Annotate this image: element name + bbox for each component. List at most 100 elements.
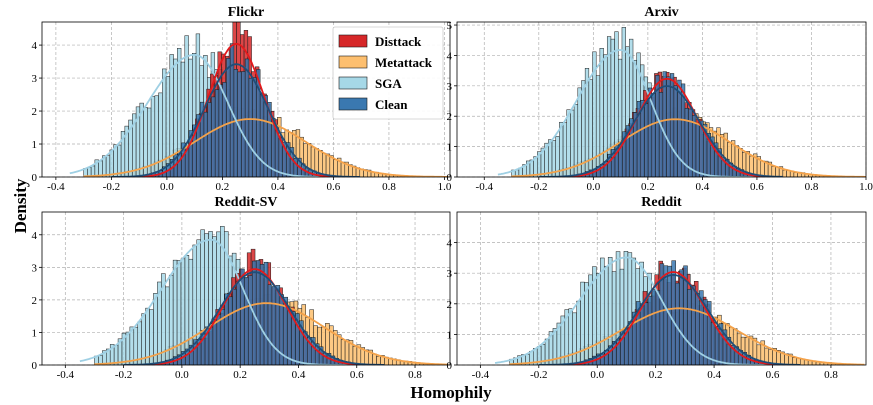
bar-metattack <box>772 166 776 177</box>
bar-clean <box>215 90 219 177</box>
x-tick-label: 0.0 <box>175 369 189 381</box>
bar-clean <box>695 293 699 365</box>
bar-sga <box>117 145 121 177</box>
y-tick-label: 2 <box>32 295 38 307</box>
x-tick-label: 0.4 <box>292 369 306 381</box>
panel-reddit-sv: -0.4 -0.2 0.0 0.2 0.4 0.6 0.801234Reddit-SV <box>32 195 451 381</box>
bar-clean <box>260 93 264 177</box>
bar-sga <box>600 48 604 177</box>
bar-clean <box>237 281 241 365</box>
bar-clean <box>672 261 676 365</box>
bar-clean <box>229 297 233 365</box>
y-axis-label: Density <box>11 178 30 233</box>
bar-sga <box>159 93 163 177</box>
panel-title: Arxiv <box>644 5 678 20</box>
bar-clean <box>248 276 252 365</box>
bar-clean <box>260 264 264 365</box>
x-tick-label: -0.2 <box>530 181 547 193</box>
bar-sga <box>173 260 177 365</box>
bar-clean <box>692 115 696 177</box>
x-tick-label: -0.4 <box>47 181 65 193</box>
x-tick-label: 0.8 <box>805 181 819 193</box>
bar-clean <box>225 294 229 365</box>
plot-area <box>495 251 865 365</box>
y-tick-label: 1 <box>32 327 38 339</box>
x-tick-label: 0.0 <box>590 369 604 381</box>
bar-metattack <box>761 161 765 177</box>
bar-clean <box>213 320 217 365</box>
x-tick-label: -0.4 <box>57 369 75 381</box>
bar-clean <box>674 86 678 177</box>
bar-clean <box>226 58 230 177</box>
bar-clean <box>268 285 272 365</box>
bar-sga <box>596 273 600 365</box>
bar-clean <box>241 71 245 177</box>
panel-title: Flickr <box>228 5 265 20</box>
bar-sga <box>604 55 608 177</box>
bar-metattack <box>341 162 345 177</box>
x-tick-label: 0.2 <box>649 369 663 381</box>
y-tick-label: 4 <box>447 50 453 62</box>
x-tick-label: 0.6 <box>750 181 764 193</box>
bar-sga <box>155 96 159 177</box>
legend-label-metattack: Metattack <box>375 55 433 70</box>
x-tick-label: -0.4 <box>476 181 494 193</box>
bar-sga <box>600 258 604 365</box>
legend-label-sga: SGA <box>375 76 402 91</box>
legend-swatch-sga <box>339 77 367 89</box>
bar-clean <box>691 286 695 365</box>
bar-metattack <box>775 167 779 177</box>
y-tick-label: 3 <box>32 262 38 274</box>
panel-arxiv: -0.4 -0.2 0.0 0.2 0.4 0.6 0.8 1.0012345Arxiv <box>447 5 873 193</box>
x-tick-label: 0.8 <box>824 369 838 381</box>
bar-clean <box>664 266 668 365</box>
legend-swatch-clean <box>339 98 367 110</box>
bar-clean <box>676 283 680 365</box>
bar-sga <box>589 80 593 177</box>
x-tick-label: 0.8 <box>408 369 422 381</box>
bar-metattack <box>353 346 357 365</box>
bar-clean <box>667 77 671 177</box>
bar-metattack <box>326 154 330 177</box>
bar-sga <box>181 259 185 365</box>
y-tick-label: 3 <box>447 268 453 280</box>
x-tick-label: 0.4 <box>696 181 710 193</box>
y-tick-label: 2 <box>447 111 453 123</box>
bar-sga <box>585 283 589 365</box>
y-tick-label: 0 <box>447 172 453 184</box>
bar-clean <box>233 289 237 365</box>
y-tick-label: 3 <box>447 81 453 93</box>
bar-clean <box>644 303 648 365</box>
bar-clean <box>209 327 213 365</box>
bar-sga <box>170 54 174 177</box>
x-tick-label: -0.2 <box>115 369 132 381</box>
bar-clean <box>244 277 248 365</box>
bar-sga <box>567 110 571 177</box>
bar-sga <box>596 76 600 177</box>
bar-clean <box>256 261 260 365</box>
legend: Disttack Metattack SGA Clean <box>333 27 443 119</box>
y-tick-label: 4 <box>32 40 38 52</box>
legend-swatch-disttack <box>339 35 367 47</box>
bar-sga <box>559 122 563 177</box>
panel-reddit: -0.4 -0.2 0.0 0.2 0.4 0.6 0.8 0 1 2 3 4 Reddit <box>447 195 867 381</box>
x-tick-label: -0.4 <box>472 369 490 381</box>
bar-clean <box>652 290 656 365</box>
bar-sga <box>169 275 173 365</box>
bar-sga <box>110 150 114 177</box>
bar-clean <box>656 290 660 365</box>
bar-metattack <box>334 160 338 177</box>
y-tick-label: 2 <box>32 106 38 118</box>
bar-sga <box>185 255 189 365</box>
bar-clean <box>253 77 257 177</box>
x-tick-label: 0.2 <box>216 181 230 193</box>
bar-clean <box>208 102 212 177</box>
x-tick-label: 0.6 <box>766 369 780 381</box>
legend-label-clean: Clean <box>375 97 408 112</box>
bar-clean <box>272 287 276 365</box>
plot-area <box>80 226 449 365</box>
y-tick-label: 5 <box>447 20 453 32</box>
bar-sga <box>577 301 581 365</box>
y-tick-label: 0 <box>447 360 453 372</box>
